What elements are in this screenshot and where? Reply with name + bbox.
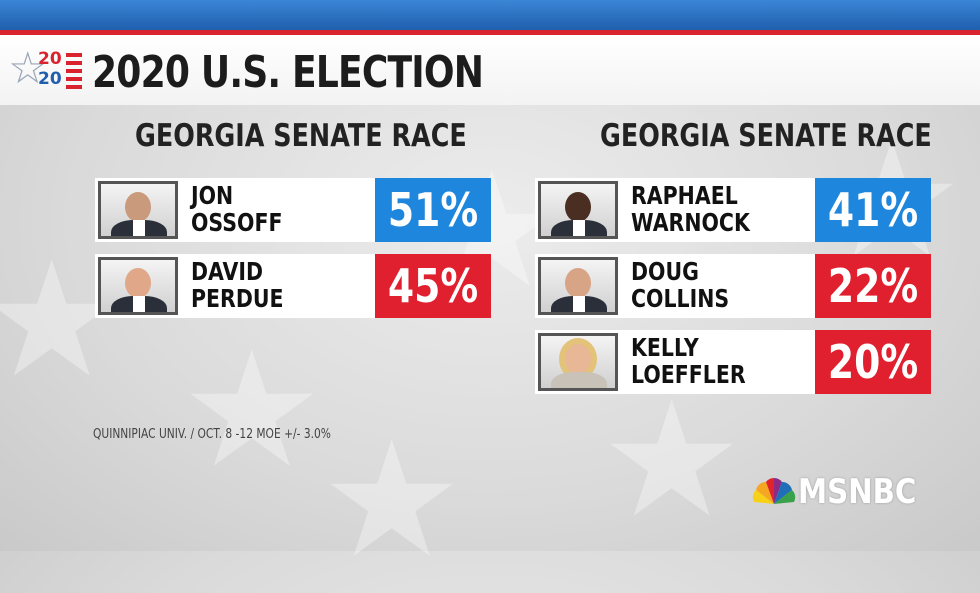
background-star: ★: [180, 316, 324, 503]
candidate-row: RAPHAEL WARNOCK 41%: [535, 178, 931, 242]
candidate-percent: 20%: [815, 330, 931, 394]
star-icon: ☆: [8, 43, 48, 94]
candidate-percent: 45%: [375, 254, 491, 318]
candidate-percent: 41%: [815, 178, 931, 242]
candidate-name: DAVID PERDUE: [191, 257, 284, 313]
background-star: ★: [600, 366, 744, 553]
candidate-photo: [538, 181, 618, 239]
candidate-photo: [98, 181, 178, 239]
candidate-namebox: KELLY LOEFFLER: [535, 330, 815, 394]
candidate-row: DAVID PERDUE 45%: [95, 254, 491, 318]
top-blue-bar: [0, 0, 980, 30]
candidate-namebox: JON OSSOFF: [95, 178, 375, 242]
candidate-name: JON OSSOFF: [191, 181, 283, 237]
logo-year-bottom: 20: [38, 69, 62, 89]
candidate-percent: 22%: [815, 254, 931, 318]
candidate-namebox: RAPHAEL WARNOCK: [535, 178, 815, 242]
candidate-name: DOUG COLLINS: [631, 257, 730, 313]
candidate-row: DOUG COLLINS 22%: [535, 254, 931, 318]
candidate-name: RAPHAEL WARNOCK: [631, 181, 750, 237]
race-title-left: GEORGIA SENATE RACE: [135, 118, 467, 154]
page-title: 2020 U.S. ELECTION: [92, 47, 484, 98]
candidate-row: KELLY LOEFFLER 20%: [535, 330, 931, 394]
logo-year-top: 20: [38, 49, 62, 69]
background-star: ★: [320, 406, 464, 593]
candidate-photo: [538, 333, 618, 391]
candidate-row: JON OSSOFF 51%: [95, 178, 491, 242]
election-logo: ☆ 20 20: [8, 45, 88, 97]
candidate-name: KELLY LOEFFLER: [631, 333, 746, 389]
candidate-namebox: DAVID PERDUE: [95, 254, 375, 318]
network-name: MSNBC: [798, 472, 917, 512]
peacock-icon: [752, 478, 796, 504]
candidate-percent: 51%: [375, 178, 491, 242]
header-banner: ☆ 20 20 2020 U.S. ELECTION: [0, 35, 980, 105]
race-title-right: GEORGIA SENATE RACE: [600, 118, 932, 154]
candidate-namebox: DOUG COLLINS: [535, 254, 815, 318]
candidate-photo: [538, 257, 618, 315]
candidate-photo: [98, 257, 178, 315]
top-red-stripe: [0, 30, 980, 35]
logo-stripes: [66, 53, 82, 89]
poll-source: QUINNIPIAC UNIV. / OCT. 8 -12 MOE +/- 3.…: [93, 427, 331, 442]
